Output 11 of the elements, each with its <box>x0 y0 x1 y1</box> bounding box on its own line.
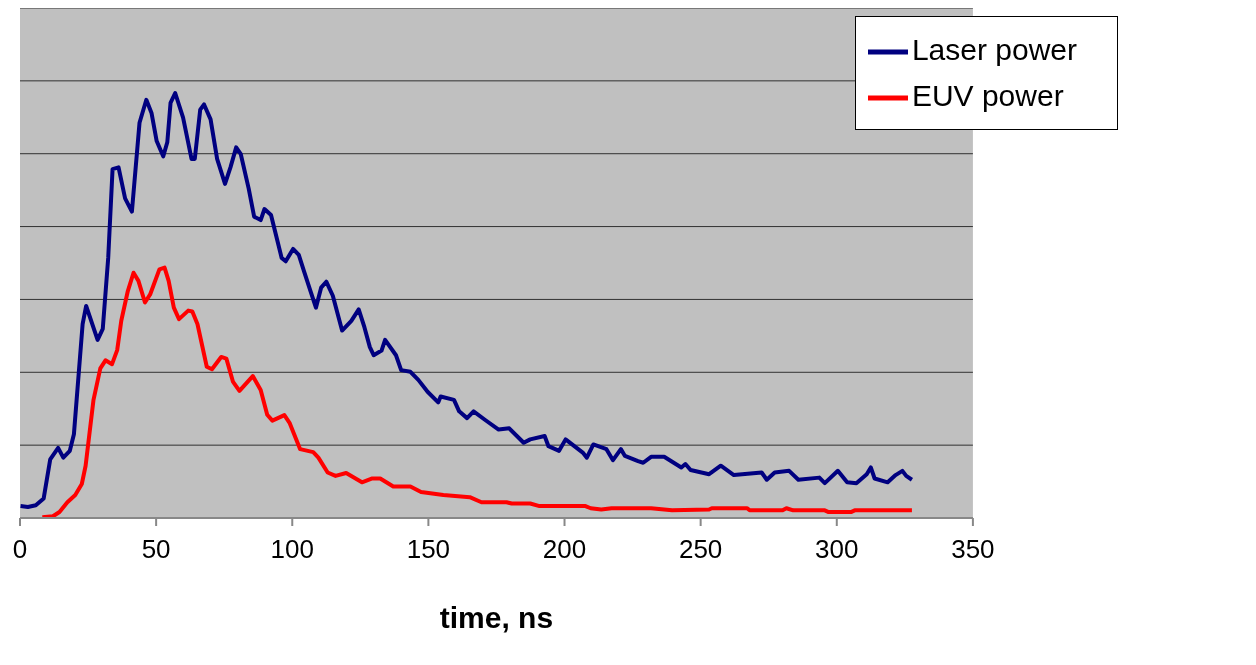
x-tick-label: 300 <box>815 534 859 565</box>
x-tick-label: 50 <box>141 534 171 565</box>
x-tick-label: 0 <box>12 534 28 565</box>
x-tick-label: 350 <box>951 534 995 565</box>
x-tick-label: 150 <box>406 534 451 565</box>
x-tick-label: 200 <box>542 534 587 565</box>
x-tick-label: 100 <box>270 534 314 565</box>
x-tick-label: 250 <box>678 534 723 565</box>
x-axis-title: time, ns <box>439 601 554 634</box>
legend-label: Laser power <box>911 33 1077 66</box>
legend-label: EUV power <box>911 79 1064 112</box>
